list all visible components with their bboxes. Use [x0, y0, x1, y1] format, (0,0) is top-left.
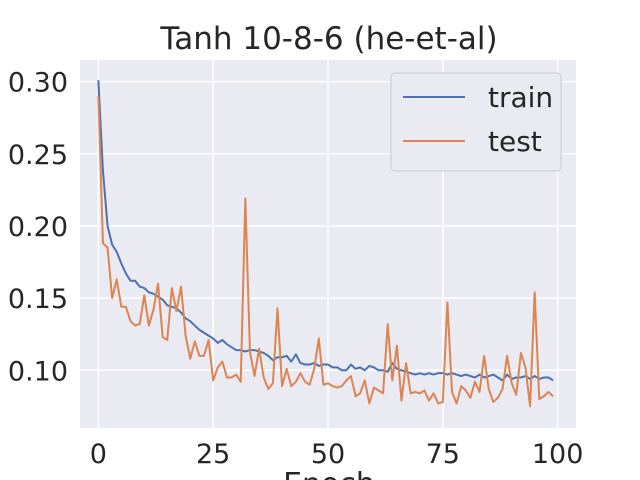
x-tick-label: 100	[532, 439, 584, 470]
y-tick-label: 0.20	[8, 212, 68, 243]
legend-label-test: test	[488, 125, 542, 158]
x-tick-label: 75	[426, 439, 460, 470]
y-tick-label: 0.30	[8, 68, 68, 99]
x-axis-label: Epoch	[283, 467, 375, 480]
tick-labels: 0 25 50 75 100 0.10 0.15 0.20 0.25 0.30	[8, 68, 584, 470]
series-line-test	[97, 96, 554, 408]
y-tick-label: 0.15	[8, 284, 68, 315]
series-lines	[97, 80, 554, 408]
x-tick-label: 0	[90, 439, 107, 470]
chart-title: Tanh 10-8-6 (he-et-al)	[159, 21, 497, 57]
legend-label-train: train	[488, 81, 553, 114]
x-tick-label: 50	[311, 439, 345, 470]
y-tick-label: 0.10	[8, 356, 68, 387]
x-tick-label: 25	[196, 439, 230, 470]
series-line-train	[97, 80, 554, 382]
legend: train test	[390, 72, 562, 172]
y-tick-label: 0.25	[8, 140, 68, 171]
